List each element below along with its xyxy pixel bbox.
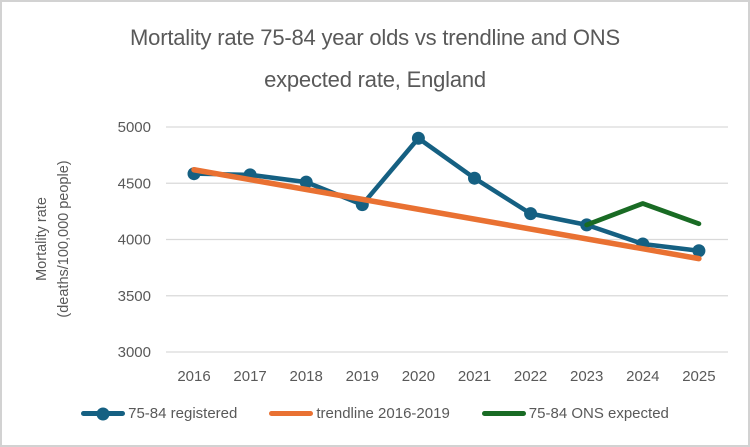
x-tick-label: 2019 — [346, 368, 379, 385]
legend-label-trendline: trendline 2016-2019 — [316, 405, 450, 422]
data-point-marker — [468, 171, 481, 185]
x-tick-label: 2020 — [402, 368, 435, 385]
x-tick-label: 2021 — [458, 368, 491, 385]
data-point-marker — [411, 131, 425, 145]
series-line-2 — [191, 167, 702, 262]
chart-title-line2: expected rate, England — [264, 67, 486, 92]
y-tick-label: 3000 — [118, 344, 151, 361]
legend-item-trendline: trendline 2016-2019 — [269, 405, 450, 422]
data-point-marker — [692, 244, 706, 258]
registered-line-sample-icon — [81, 407, 126, 420]
registered-marker-icon — [96, 407, 110, 420]
chart-title: Mortality rate 75-84 year olds vs trendl… — [2, 17, 748, 101]
y-tick-label: 4500 — [118, 175, 151, 192]
legend-item-ons-expected: 75-84 ONS expected — [481, 405, 669, 422]
x-tick-label: 2023 — [570, 368, 603, 385]
data-point-marker — [524, 207, 538, 221]
x-tick-label: 2024 — [626, 368, 659, 385]
legend-label-registered: 75-84 registered — [128, 405, 238, 422]
x-tick-label: 2022 — [514, 368, 547, 385]
series-line-3 — [584, 201, 702, 228]
data-point-marker — [299, 175, 313, 189]
y-tick-label: 3500 — [118, 288, 151, 305]
x-tick-label: 2018 — [290, 368, 323, 385]
trendline-line-sample-icon — [269, 411, 314, 416]
legend-item-registered: 75-84 registered — [81, 405, 237, 422]
chart-legend: 75-84 registered trendline 2016-2019 75-… — [2, 405, 748, 422]
legend-label-ons-expected: 75-84 ONS expected — [528, 405, 669, 422]
x-tick-label: 2017 — [233, 368, 266, 385]
x-tick-label: 2025 — [682, 368, 715, 385]
x-tick-label: 2016 — [177, 368, 210, 385]
chart-title-line1: Mortality rate 75-84 year olds vs trendl… — [130, 25, 620, 50]
series-line-1 — [191, 136, 702, 253]
ons-expected-line-sample-icon — [481, 411, 526, 416]
y-tick-label: 4000 — [118, 232, 151, 249]
y-tick-label: 5000 — [118, 119, 151, 136]
